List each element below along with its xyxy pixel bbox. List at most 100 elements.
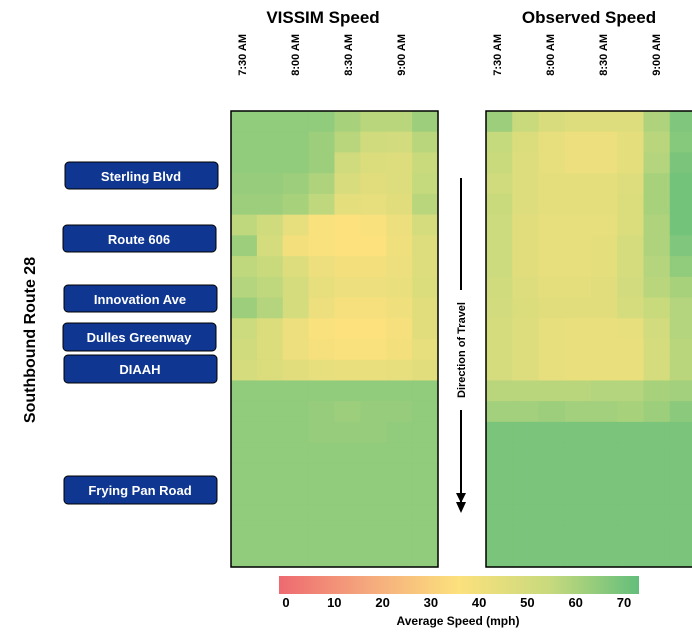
heatmap-cell: [360, 359, 387, 382]
heatmap-cell: [669, 484, 692, 506]
heatmap-cell: [231, 276, 258, 299]
observed-time-tick: 8:30 AM: [598, 34, 610, 76]
heatmap-cell: [512, 463, 540, 485]
heatmap-cell: [591, 193, 618, 216]
heatmap-cell: [360, 152, 387, 174]
heatmap-cell: [256, 484, 284, 506]
heatmap-cell: [538, 380, 566, 402]
heatmap-cell: [617, 359, 645, 382]
heatmap-cell: [512, 525, 540, 547]
heatmap-cell: [282, 152, 310, 174]
heatmap-cell: [669, 401, 692, 423]
heatmap-cell: [538, 318, 566, 340]
heatmap-cell: [669, 318, 692, 340]
heatmap-cell: [591, 297, 618, 319]
heatmap-cell: [308, 401, 336, 423]
road-label-dulles-greenway: Dulles Greenway: [62, 322, 217, 352]
heatmap-cell: [643, 111, 671, 133]
heatmap-cell: [538, 463, 566, 485]
vissim-time-tick: 8:30 AM: [343, 34, 355, 76]
heatmap-cell: [512, 401, 540, 423]
heatmap-cell: [308, 256, 336, 278]
heatmap-cell: [617, 131, 645, 154]
heatmap-cell: [360, 421, 387, 444]
heatmap-cell: [386, 484, 413, 506]
heatmap-cell: [591, 380, 618, 402]
heatmap-cell: [512, 318, 540, 340]
observed-heatmap: [486, 111, 692, 568]
heatmap-cell: [412, 256, 439, 278]
heatmap-cell: [386, 546, 413, 568]
heatmap-cell: [282, 297, 310, 319]
heatmap-cell: [256, 421, 284, 444]
heatmap-cell: [231, 525, 258, 547]
heatmap-cell: [308, 380, 336, 402]
heatmap-cell: [231, 339, 258, 361]
heatmap-cell: [617, 235, 645, 257]
heatmap-cell: [308, 131, 336, 154]
heatmap-cell: [591, 214, 618, 236]
heatmap-cell: [643, 401, 671, 423]
heatmap-cell: [486, 297, 513, 319]
colorbar-tick-label: 40: [472, 595, 486, 610]
heatmap-cell: [386, 421, 413, 444]
heatmap-cell: [360, 318, 387, 340]
heatmap-cell: [669, 297, 692, 319]
heatmap-cell: [334, 131, 361, 154]
heatmap-cell: [412, 421, 439, 444]
vissim-time-tick: 7:30 AM: [237, 34, 249, 76]
road-label-route-606: Route 606: [62, 224, 217, 253]
vissim-time-tick: 8:00 AM: [290, 34, 302, 76]
heatmap-cell: [617, 484, 645, 506]
heatmap-cell: [486, 173, 513, 195]
heatmap-cell: [256, 546, 284, 568]
heatmap-cell: [512, 546, 540, 568]
heatmap-cell: [256, 297, 284, 319]
heatmap-cell: [412, 235, 439, 257]
heatmap-cell: [564, 504, 592, 527]
heatmap-cell: [538, 111, 566, 133]
heatmap-cell: [591, 484, 618, 506]
heatmap-cell: [360, 339, 387, 361]
heatmap-cell: [386, 339, 413, 361]
heatmap-cell: [360, 401, 387, 423]
heatmap-cell: [486, 256, 513, 278]
heatmap-cell: [334, 401, 361, 423]
heatmap-cell: [538, 401, 566, 423]
heatmap-cell: [231, 401, 258, 423]
heatmap-cell: [308, 525, 336, 547]
heatmap-cell: [412, 318, 439, 340]
heatmap-cell: [231, 193, 258, 216]
heatmap-cell: [256, 380, 284, 402]
heatmap-cell: [512, 276, 540, 299]
heatmap-cell: [512, 173, 540, 195]
heatmap-cell: [486, 235, 513, 257]
heatmap-cell: [643, 256, 671, 278]
road-label-text: Sterling Blvd: [101, 169, 181, 184]
heatmap-cell: [591, 173, 618, 195]
heatmap-cell: [412, 276, 439, 299]
heatmap-cell: [334, 421, 361, 444]
heatmap-cell: [564, 421, 592, 444]
heatmap-cell: [386, 401, 413, 423]
heatmap-cell: [256, 173, 284, 195]
heatmap-cell: [669, 504, 692, 527]
heatmap-cell: [617, 276, 645, 299]
heatmap-cell: [617, 173, 645, 195]
road-label-innovation-ave: Innovation Ave: [63, 284, 218, 313]
heatmap-cell: [486, 152, 513, 174]
heatmap-cell: [386, 442, 413, 464]
direction-of-travel-arrow: Direction of Travel: [456, 178, 468, 513]
heatmap-cell: [308, 421, 336, 444]
heatmap-cell: [564, 401, 592, 423]
heatmap-cell: [308, 546, 336, 568]
heatmap-cell: [308, 442, 336, 464]
heatmap-cell: [591, 504, 618, 527]
heatmap-cell: [308, 339, 336, 361]
heatmap-cell: [360, 463, 387, 485]
heatmap-cell: [564, 484, 592, 506]
heatmap-cell: [282, 463, 310, 485]
heatmap-cell: [231, 297, 258, 319]
heatmap-cell: [486, 525, 513, 547]
